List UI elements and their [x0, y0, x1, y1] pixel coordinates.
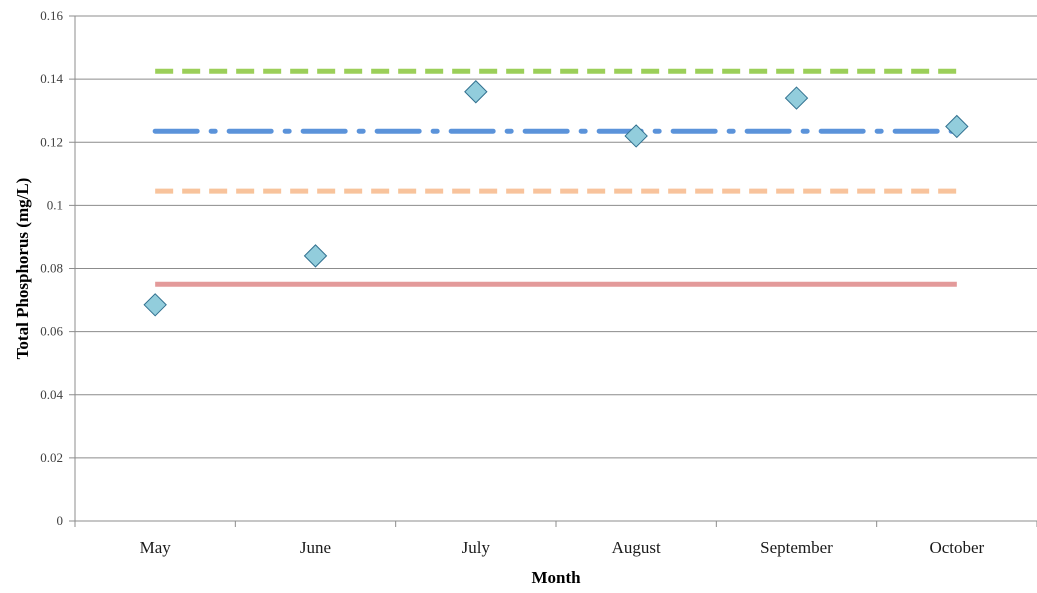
x-tick-label-september: September [760, 538, 833, 557]
x-tick-label-october: October [929, 538, 984, 557]
data-point-august [624, 124, 648, 148]
y-axis-title: Total Phosphorus (mg/L) [13, 178, 32, 360]
data-point-june [303, 244, 328, 268]
y-tick-label-2: 0.04 [40, 387, 63, 402]
data-point-may [143, 293, 167, 317]
data-point-october [945, 114, 969, 139]
y-tick-label-6: 0.12 [40, 134, 63, 149]
x-axis-title: Month [531, 568, 581, 587]
reference-lines [152, 68, 960, 287]
gridlines [75, 15, 1037, 459]
axes [69, 15, 1037, 527]
y-tick-label-3: 0.06 [40, 324, 63, 339]
y-tick-label-7: 0.14 [40, 71, 63, 86]
y-tick-label-8: 0.16 [40, 8, 63, 23]
data-point-september [784, 86, 809, 110]
x-tick-label-june: June [300, 538, 331, 557]
x-tick-label-july: July [462, 538, 491, 557]
y-tick-label-4: 0.08 [40, 261, 63, 276]
x-tick-label-may: May [140, 538, 172, 557]
data-points [143, 80, 969, 317]
y-tick-label-5: 0.1 [47, 197, 63, 212]
data-point-july [464, 80, 488, 104]
tick-labels: 0 0.02 0.04 0.06 0.08 0.1 0.12 0.14 0.16 May June J… [40, 8, 984, 557]
y-tick-label-1: 0.02 [40, 450, 63, 465]
y-tick-label-0: 0 [57, 513, 64, 528]
x-tick-label-august: August [612, 538, 661, 557]
